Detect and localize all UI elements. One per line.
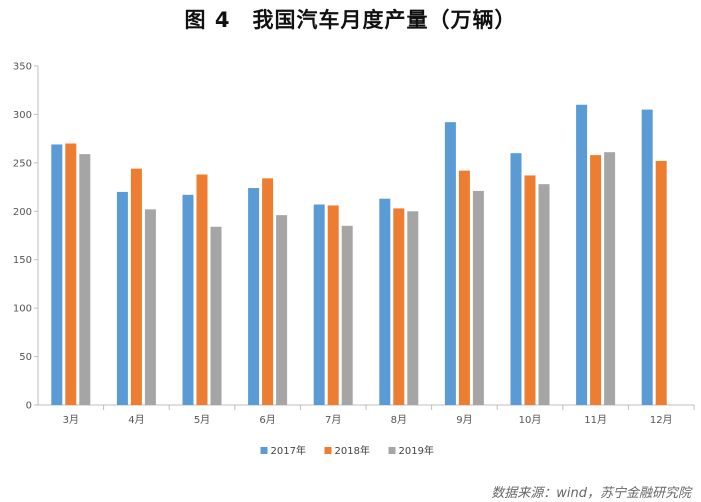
x-tick-label: 4月	[128, 414, 144, 426]
y-tick-label: 300	[13, 110, 32, 121]
bar	[51, 144, 63, 405]
legend-swatch	[388, 447, 396, 454]
x-tick-label: 12月	[650, 414, 673, 426]
bar	[510, 153, 522, 405]
legend-swatch	[260, 447, 268, 454]
bar	[196, 174, 208, 405]
bar	[276, 215, 288, 405]
bar	[444, 122, 456, 406]
legend-label: 2017年	[271, 444, 306, 457]
legend-swatch	[324, 447, 332, 454]
bar	[576, 104, 588, 405]
bar	[655, 160, 667, 405]
x-tick-label: 8月	[391, 414, 407, 426]
x-tick-label: 3月	[63, 414, 79, 426]
bar	[262, 178, 274, 405]
bar	[472, 190, 484, 405]
source-note: 数据来源：wind，苏宁金融研究院	[491, 486, 691, 501]
bar	[641, 109, 653, 405]
x-tick-label: 5月	[194, 414, 210, 426]
y-tick-label: 350	[13, 62, 32, 73]
y-tick-label: 0	[26, 401, 32, 412]
legend-label: 2019年	[399, 444, 434, 457]
bar	[248, 188, 260, 405]
y-tick-label: 250	[13, 158, 32, 169]
bar	[407, 211, 419, 405]
y-tick-label: 200	[13, 207, 32, 218]
bar	[65, 143, 77, 405]
x-tick-label: 11月	[584, 414, 607, 426]
y-tick-label: 50	[19, 352, 32, 363]
bar	[590, 155, 602, 405]
bar	[182, 194, 194, 405]
chart-title: 图 4 我国汽车月度产量（万辆）	[184, 8, 517, 32]
bar	[458, 170, 470, 405]
bar	[393, 208, 405, 405]
bar	[210, 226, 222, 405]
x-tick-label: 6月	[259, 414, 275, 426]
bar	[341, 225, 353, 405]
bar	[524, 175, 536, 405]
bar	[327, 205, 339, 405]
x-tick-label: 7月	[325, 414, 341, 426]
bar	[313, 204, 325, 405]
legend-label: 2018年	[335, 444, 370, 457]
x-tick-label: 10月	[519, 414, 542, 426]
bar	[379, 198, 391, 405]
bar	[144, 209, 156, 405]
y-tick-label: 150	[13, 255, 32, 266]
y-tick-label: 100	[13, 304, 32, 315]
bar	[538, 184, 550, 405]
bar	[79, 154, 91, 405]
bar	[604, 152, 616, 405]
bar	[130, 168, 142, 405]
bar	[116, 191, 128, 405]
x-tick-label: 9月	[456, 414, 472, 426]
